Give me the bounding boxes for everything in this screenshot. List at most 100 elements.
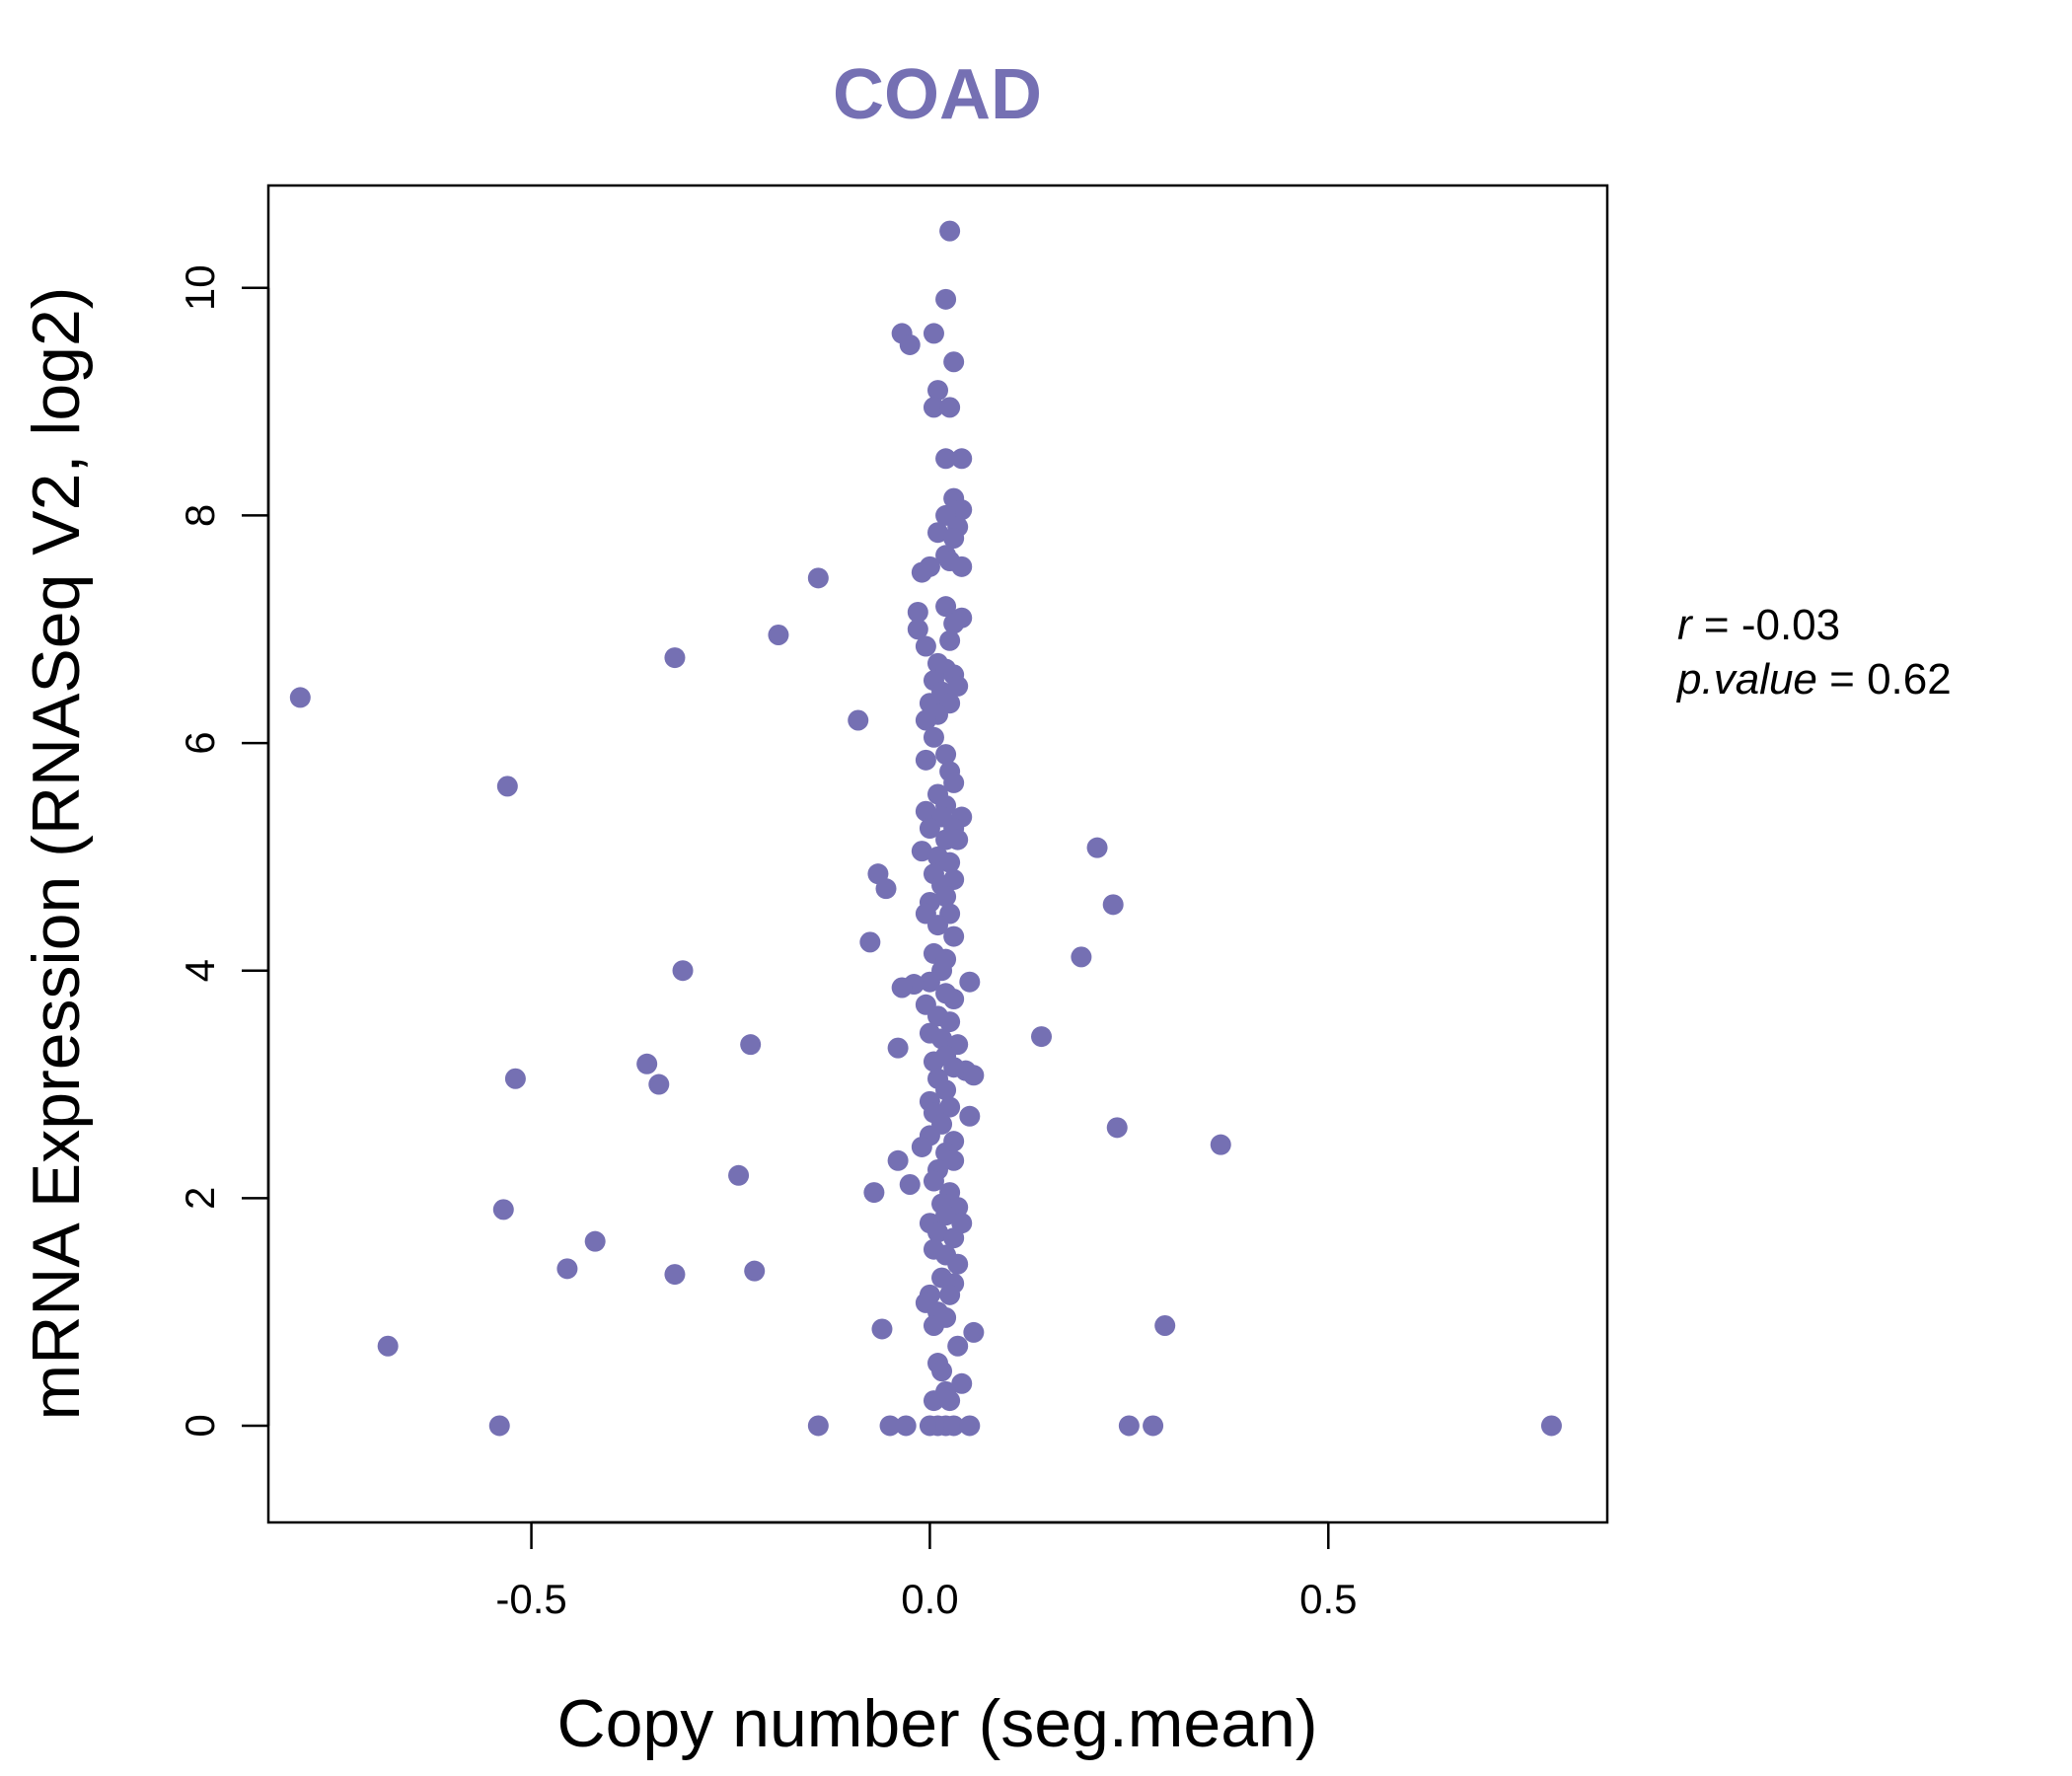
chart-title: COAD	[833, 55, 1042, 134]
data-point	[931, 1361, 953, 1382]
data-point	[935, 596, 957, 618]
data-point	[963, 1321, 985, 1343]
data-point	[1031, 1026, 1053, 1048]
data-point	[943, 613, 965, 634]
data-points	[289, 220, 1562, 1437]
y-tick-label: 2	[177, 1187, 223, 1210]
data-point	[931, 1028, 953, 1050]
data-point	[943, 351, 965, 373]
data-point	[943, 1149, 965, 1171]
data-point	[959, 971, 981, 993]
data-point	[891, 977, 913, 999]
r-label: r	[1677, 601, 1694, 649]
y-tick-label: 4	[177, 959, 223, 982]
data-point	[496, 776, 518, 797]
y-tick-label: 0	[177, 1414, 223, 1437]
data-point	[943, 1227, 965, 1249]
data-point	[951, 448, 973, 470]
data-point	[636, 1053, 658, 1074]
data-point	[935, 744, 957, 766]
data-point	[871, 1318, 893, 1340]
data-point	[1071, 946, 1092, 968]
data-point	[1143, 1415, 1164, 1437]
data-point	[1210, 1134, 1231, 1155]
data-point	[919, 971, 940, 993]
data-point	[377, 1335, 399, 1357]
p-value: 0.62	[1867, 655, 1952, 703]
data-point	[935, 1079, 957, 1101]
x-axis: -0.5 0.0 0.5	[495, 1520, 1357, 1622]
data-point	[584, 1230, 606, 1252]
data-point	[488, 1415, 510, 1437]
data-point	[915, 635, 936, 657]
data-point	[943, 989, 965, 1010]
data-point	[1118, 1415, 1140, 1437]
data-point	[744, 1260, 766, 1282]
data-point	[911, 841, 932, 862]
data-point	[927, 522, 948, 544]
data-point	[915, 749, 936, 771]
data-point	[947, 675, 969, 697]
data-point	[923, 1314, 944, 1336]
data-point	[807, 1415, 829, 1437]
data-point	[923, 323, 944, 344]
p-label: p.value	[1675, 655, 1817, 703]
data-point	[923, 1051, 944, 1073]
x-axis-label: Copy number (seg.mean)	[556, 1686, 1317, 1761]
data-point	[863, 1182, 885, 1204]
data-point	[951, 499, 973, 521]
data-point	[939, 220, 961, 242]
data-point	[899, 1174, 921, 1196]
data-point	[943, 1415, 965, 1437]
x-tick-label: 0.0	[901, 1576, 958, 1622]
data-point	[504, 1068, 526, 1089]
data-point	[1106, 1117, 1128, 1139]
data-point	[935, 448, 957, 470]
p-equals: =	[1829, 655, 1855, 703]
data-point	[935, 288, 957, 310]
data-point	[935, 1205, 957, 1226]
data-point	[939, 1096, 961, 1118]
correlation-stat: r = -0.03	[1677, 601, 1840, 649]
data-point	[939, 851, 961, 873]
data-point	[1540, 1415, 1562, 1437]
data-point	[1154, 1314, 1176, 1336]
data-point	[492, 1199, 514, 1221]
data-point	[927, 380, 948, 402]
data-point	[899, 333, 921, 355]
data-point	[939, 1011, 961, 1033]
data-point	[939, 1284, 961, 1305]
data-point	[935, 886, 957, 908]
data-point	[927, 915, 948, 936]
data-point	[919, 818, 940, 840]
data-point	[648, 1073, 670, 1095]
x-tick-label: -0.5	[495, 1576, 566, 1622]
data-point	[915, 800, 936, 822]
data-point	[859, 931, 881, 953]
data-point	[923, 1390, 944, 1412]
data-point	[915, 709, 936, 731]
data-point	[672, 960, 694, 982]
data-point	[927, 1221, 948, 1243]
r-value: -0.03	[1741, 601, 1840, 649]
data-point	[943, 772, 965, 793]
data-point	[807, 567, 829, 589]
data-point	[923, 397, 944, 418]
data-point	[911, 1136, 932, 1157]
data-point	[951, 555, 973, 577]
data-point	[947, 829, 969, 851]
data-point	[907, 601, 928, 623]
data-point	[289, 687, 311, 708]
data-point	[963, 1065, 985, 1086]
data-point	[895, 1415, 917, 1437]
y-tick-label: 10	[177, 264, 223, 311]
data-point	[556, 1258, 578, 1280]
data-point	[848, 709, 869, 731]
y-tick-label: 6	[177, 731, 223, 754]
data-point	[875, 878, 897, 900]
data-point	[664, 1264, 686, 1286]
data-point	[947, 1253, 969, 1275]
p-value-stat: p.value = 0.62	[1675, 655, 1952, 703]
data-point	[907, 619, 928, 640]
